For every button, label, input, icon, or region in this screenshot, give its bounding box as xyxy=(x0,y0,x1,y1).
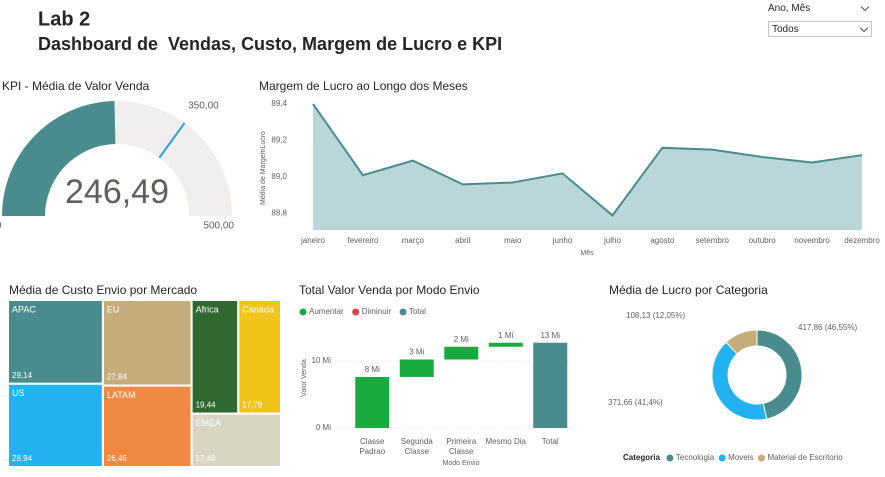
x-tick-label: Total xyxy=(541,437,559,446)
y-tick-label: 0 Mi xyxy=(316,423,331,432)
x-tick-label: fevereiro xyxy=(347,236,379,245)
legend-marker xyxy=(352,308,360,316)
legend-label: Diminuir xyxy=(362,307,392,316)
page-title: Lab 2 xyxy=(38,8,90,30)
data-label: 3 Mi xyxy=(409,348,424,357)
gauge-target xyxy=(158,122,186,159)
donut-slice xyxy=(725,329,758,355)
x-tick-label: setembro xyxy=(696,236,730,245)
legend-label: Moveis xyxy=(728,453,753,462)
legend-marker xyxy=(399,308,407,316)
y-tick-label: 89,0 xyxy=(271,172,287,181)
legend-label: Total xyxy=(409,307,426,316)
x-tick-label: Classe Padrao xyxy=(359,437,386,456)
chart-title: Média de Lucro por Categoria xyxy=(609,283,768,297)
waterfall-bar xyxy=(399,359,434,377)
data-label: 1 Mi xyxy=(498,331,513,340)
data-label: 108,13 (12,05%) xyxy=(626,311,685,320)
x-tick-label: julho xyxy=(603,236,621,245)
y-tick-label: 89,2 xyxy=(271,136,287,145)
treemap-label: EMEA xyxy=(196,418,222,428)
x-axis-label: Modo Envio xyxy=(443,460,480,467)
treemap-value: 29,14 xyxy=(12,371,33,380)
donut-slice xyxy=(711,341,768,421)
x-tick-label: outubro xyxy=(749,236,777,245)
chart-title: Média de Custo Envio por Mercado xyxy=(9,283,197,297)
legend-label: Aumentar xyxy=(309,307,344,316)
donut-slice xyxy=(756,329,803,420)
treemap-label: US xyxy=(12,388,25,398)
y-tick-label: 88,8 xyxy=(271,209,287,218)
x-tick-label: março xyxy=(402,236,425,245)
x-tick-label: Mesmo Dia xyxy=(485,437,526,446)
legend-title: Categoria xyxy=(623,453,660,462)
x-tick-label: agosto xyxy=(650,236,675,245)
treemap-label: LATAM xyxy=(107,390,136,400)
gauge-tick-label: 500,00 xyxy=(203,221,234,232)
legend-label: Material de Escritorio xyxy=(768,453,844,462)
treemap-cell xyxy=(190,412,283,468)
slicer-label: Ano, Mês xyxy=(768,3,811,14)
waterfall-bar xyxy=(533,342,568,428)
chart-title: Margem de Lucro ao Longo dos Meses xyxy=(259,79,468,93)
treemap-cell xyxy=(190,299,240,415)
treemap-value: 17,48 xyxy=(196,454,217,463)
x-tick-label: maio xyxy=(504,236,522,245)
x-tick-label: dezembro xyxy=(844,236,880,245)
treemap-label: Africa xyxy=(196,304,219,314)
treemap-value: 19,44 xyxy=(196,401,217,410)
chart-title: Total Valor Venda por Modo Envio xyxy=(299,283,480,297)
treemap-label: APAC xyxy=(12,304,36,314)
page-subtitle: Dashboard de Vendas, Custo, Margem de Lu… xyxy=(38,34,502,54)
treemap-label: EU xyxy=(107,304,120,314)
x-tick-label: novembro xyxy=(794,236,830,245)
x-tick-label: Primeira Classe xyxy=(446,437,477,456)
x-tick-label: junho xyxy=(552,236,573,245)
treemap-value: 26,46 xyxy=(107,454,128,463)
x-tick-label: abril xyxy=(455,236,470,245)
chevron xyxy=(859,23,869,33)
waterfall-bar xyxy=(488,342,523,347)
legend-marker xyxy=(666,454,674,462)
y-tick-label: 10 Mi xyxy=(311,356,331,365)
slicer-header[interactable]: Ano, Mês xyxy=(768,2,872,17)
y-axis-label: Valor Venda xyxy=(301,359,308,397)
gauge-value xyxy=(2,101,116,216)
treemap-cell xyxy=(7,382,104,468)
treemap-cell xyxy=(7,299,104,385)
legend-label: Tecnologia xyxy=(676,453,715,462)
treemap-cell xyxy=(237,299,282,415)
x-tick-label: Segunda Classe xyxy=(400,437,433,456)
waterfall-bar xyxy=(355,376,390,428)
x-tick-label: janeiro xyxy=(300,236,326,245)
slicer-dropdown[interactable]: Todos xyxy=(768,21,872,37)
treemap-value: 28,94 xyxy=(12,454,33,463)
data-label: 13 Mi xyxy=(540,331,560,340)
y-axis-label: Média de MargemLucro xyxy=(260,131,267,205)
data-label: 371,66 (41,4%) xyxy=(608,398,663,407)
legend-marker xyxy=(299,308,307,316)
data-label: 2 Mi xyxy=(454,335,469,344)
legend-marker xyxy=(758,454,765,462)
data-label: 8 Mi xyxy=(365,365,380,374)
area-fill xyxy=(313,104,862,230)
x-axis-label: Mês xyxy=(580,250,594,257)
treemap-value: 17,78 xyxy=(242,401,263,410)
treemap-label: Canada xyxy=(242,304,274,314)
chevron xyxy=(860,2,870,12)
gauge-target-label: 350,00 xyxy=(188,101,219,112)
y-tick-label: 89,4 xyxy=(271,99,287,108)
line xyxy=(312,103,863,217)
legend-marker xyxy=(718,454,726,462)
gauge-tick-label: 0,00 xyxy=(0,221,2,232)
data-label: 417,86 (46,55%) xyxy=(798,323,857,332)
slicer-value: Todos xyxy=(772,24,799,35)
treemap-value: 27,84 xyxy=(107,373,128,382)
chart-title: KPI - Média de Valor Venda xyxy=(2,79,150,93)
waterfall-bar xyxy=(444,346,479,360)
gauge-value-label: 246,49 xyxy=(65,173,169,211)
